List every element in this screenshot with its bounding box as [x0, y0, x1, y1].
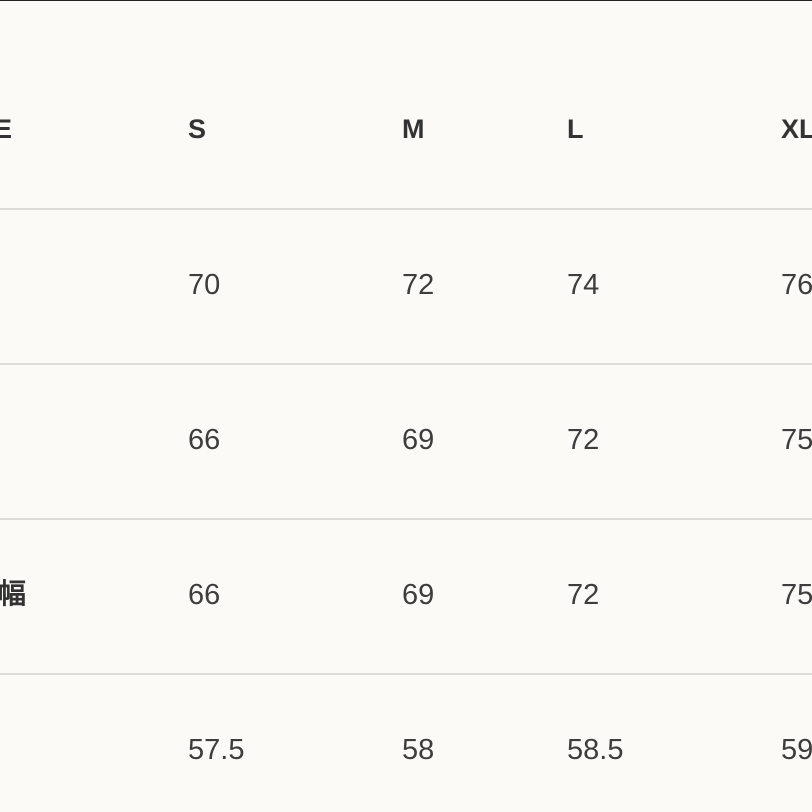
table-cell: 69 [402, 579, 435, 611]
row-divider [0, 518, 812, 520]
table-cell: 72 [402, 269, 435, 301]
header-size-s: S [188, 114, 207, 144]
header-size-l: L [567, 114, 584, 144]
header-label: E [0, 116, 12, 143]
table-cell: 72 [567, 579, 600, 611]
table-cell: 59 [781, 734, 812, 766]
row-divider [0, 673, 812, 675]
row-divider [0, 208, 812, 210]
table-cell: 58 [402, 734, 435, 766]
row-divider [0, 363, 812, 365]
row-label: 幅 [0, 578, 27, 609]
table-cell: 69 [402, 424, 435, 456]
table-cell: 66 [188, 424, 221, 456]
table-cell: 74 [567, 269, 600, 301]
table-cell: 66 [188, 579, 221, 611]
table-cell: 75 [781, 424, 812, 456]
table-cell: 76 [781, 269, 812, 301]
header-size-m: M [402, 114, 425, 144]
table-cell: 57.5 [188, 734, 245, 766]
table-cell: 75 [781, 579, 812, 611]
header-size-xl: XL [781, 114, 812, 144]
table-cell: 58.5 [567, 734, 624, 766]
table-cell: 72 [567, 424, 600, 456]
table-cell: 70 [188, 269, 221, 301]
